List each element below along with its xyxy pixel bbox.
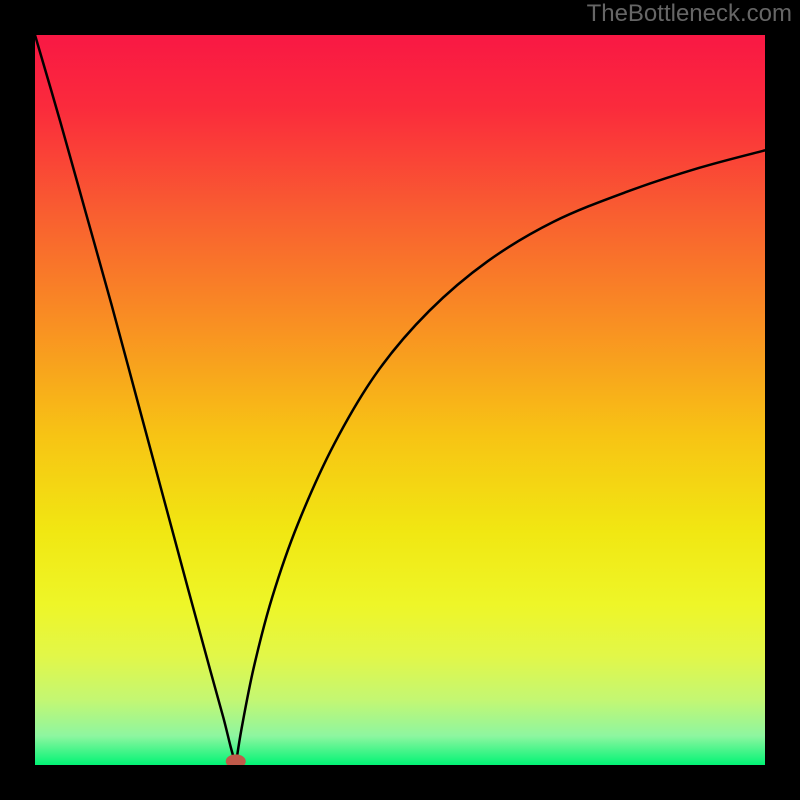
bottleneck-marker [226,754,246,765]
watermark-text: TheBottleneck.com [587,0,792,28]
plot-area [35,35,765,765]
curve-left-branch [35,35,236,765]
chart-svg [35,35,765,765]
curve-right-branch [236,150,765,765]
chart-container: TheBottleneck.com [0,0,800,800]
